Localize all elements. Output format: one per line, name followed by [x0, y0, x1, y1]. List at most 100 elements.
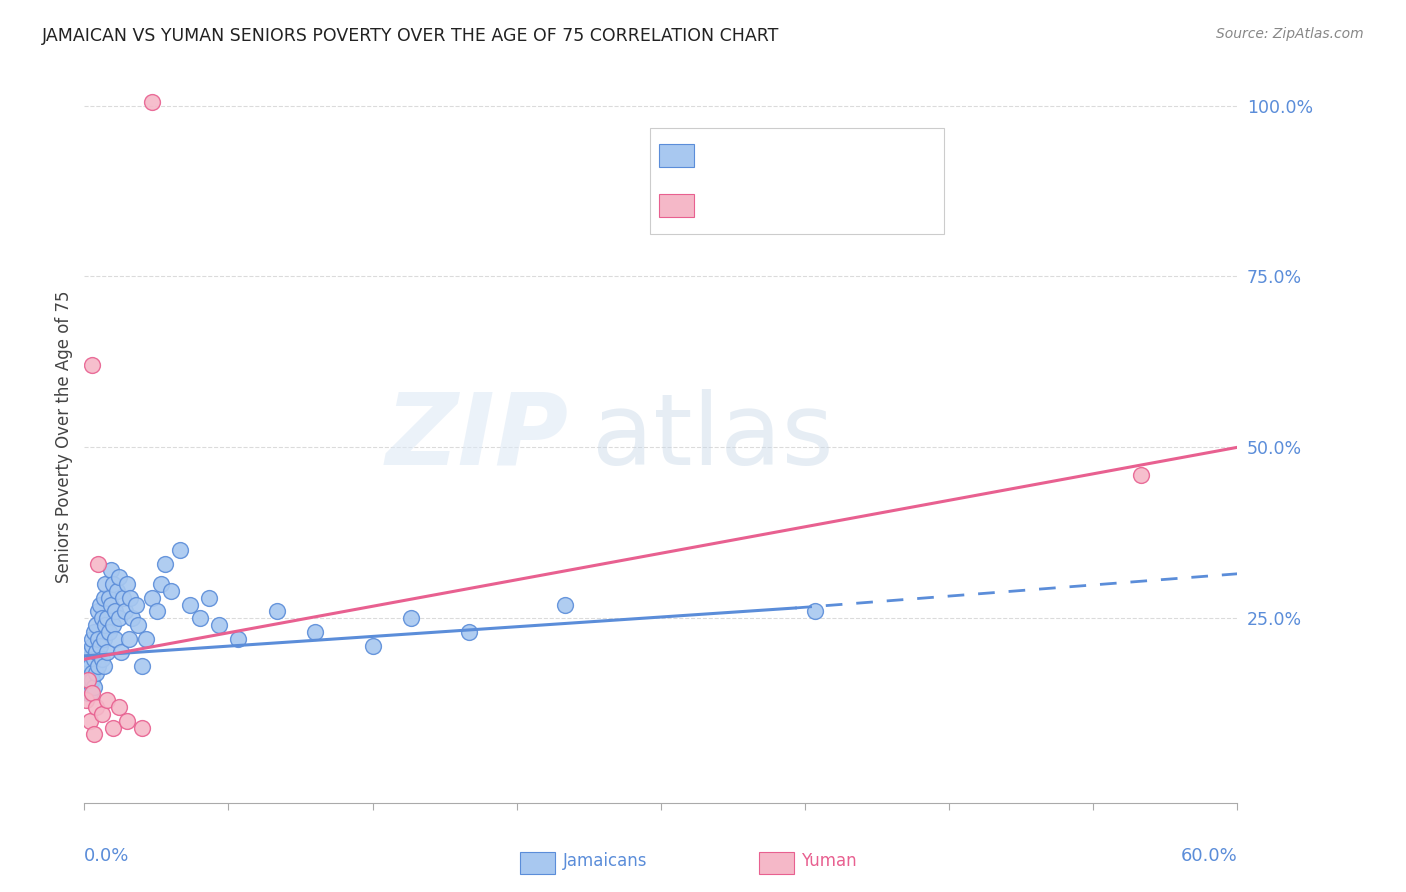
Point — [96, 611, 118, 625]
Point — [103, 618, 124, 632]
Point — [77, 652, 100, 666]
Point — [79, 673, 101, 687]
Text: 74: 74 — [862, 145, 887, 163]
Point — [457, 624, 479, 639]
Point — [108, 570, 131, 584]
Point — [115, 577, 138, 591]
Point — [79, 686, 101, 700]
Point — [117, 632, 139, 646]
Point — [87, 632, 110, 646]
Point — [98, 591, 121, 605]
Point — [361, 639, 384, 653]
Point — [93, 659, 115, 673]
Point — [84, 618, 107, 632]
Text: Yuman: Yuman — [801, 852, 858, 870]
Point — [803, 604, 825, 618]
Text: R =: R = — [703, 145, 738, 163]
Point — [304, 624, 326, 639]
Text: 0.261: 0.261 — [738, 195, 794, 213]
Point — [131, 659, 153, 673]
Point — [94, 618, 117, 632]
Point — [90, 611, 112, 625]
Point — [79, 645, 101, 659]
Point — [80, 359, 103, 373]
Point — [135, 632, 157, 646]
Text: 0.293: 0.293 — [738, 145, 794, 163]
Point — [80, 673, 103, 687]
Point — [77, 680, 100, 694]
Text: 15: 15 — [862, 195, 887, 213]
Point — [80, 665, 103, 680]
Point — [96, 693, 118, 707]
Point — [77, 659, 100, 673]
Point — [90, 706, 112, 721]
Point — [141, 591, 163, 605]
Point — [100, 563, 122, 577]
Point — [121, 611, 143, 625]
Point — [266, 604, 288, 618]
Text: 60.0%: 60.0% — [1181, 847, 1237, 864]
Point — [226, 632, 249, 646]
Point — [169, 542, 191, 557]
Point — [84, 700, 107, 714]
Point — [75, 693, 97, 707]
Point — [188, 611, 211, 625]
Point — [108, 611, 131, 625]
Text: ZIP: ZIP — [385, 389, 568, 485]
Point — [105, 583, 128, 598]
Point — [93, 632, 115, 646]
Text: Source: ZipAtlas.com: Source: ZipAtlas.com — [1216, 27, 1364, 41]
Point — [80, 639, 103, 653]
Point — [108, 700, 131, 714]
Point — [94, 577, 117, 591]
Point — [127, 618, 149, 632]
Point — [125, 598, 148, 612]
Point — [75, 673, 97, 687]
Point — [198, 591, 221, 605]
Text: JAMAICAN VS YUMAN SENIORS POVERTY OVER THE AGE OF 75 CORRELATION CHART: JAMAICAN VS YUMAN SENIORS POVERTY OVER T… — [42, 27, 779, 45]
Point — [153, 557, 176, 571]
Point — [111, 591, 134, 605]
Point — [146, 604, 169, 618]
Point — [131, 721, 153, 735]
Point — [79, 659, 101, 673]
Point — [114, 604, 136, 618]
Point — [160, 583, 183, 598]
Text: N =: N = — [820, 195, 858, 213]
Point — [87, 557, 110, 571]
Point — [93, 591, 115, 605]
Text: atlas: atlas — [592, 389, 834, 485]
Point — [1130, 467, 1153, 482]
Point — [399, 611, 422, 625]
Point — [83, 652, 105, 666]
Text: N =: N = — [820, 145, 858, 163]
Point — [141, 95, 163, 109]
Point — [80, 632, 103, 646]
Point — [104, 604, 127, 618]
Point — [110, 645, 132, 659]
Point — [75, 665, 97, 680]
Point — [77, 673, 100, 687]
Point — [179, 598, 201, 612]
Point — [104, 632, 127, 646]
Point — [83, 727, 105, 741]
Point — [89, 639, 111, 653]
Point — [80, 686, 103, 700]
Y-axis label: Seniors Poverty Over the Age of 75: Seniors Poverty Over the Age of 75 — [55, 291, 73, 583]
Point — [77, 686, 100, 700]
Point — [120, 591, 142, 605]
Point — [87, 604, 110, 618]
Point — [90, 652, 112, 666]
Text: Jamaicans: Jamaicans — [562, 852, 647, 870]
Point — [115, 714, 138, 728]
Text: R =: R = — [703, 195, 738, 213]
Point — [87, 659, 110, 673]
Point — [84, 645, 107, 659]
Text: 0.0%: 0.0% — [84, 847, 129, 864]
Point — [554, 598, 576, 612]
Point — [100, 598, 122, 612]
Point — [208, 618, 231, 632]
Point — [103, 721, 124, 735]
Point — [103, 577, 124, 591]
Point — [96, 645, 118, 659]
